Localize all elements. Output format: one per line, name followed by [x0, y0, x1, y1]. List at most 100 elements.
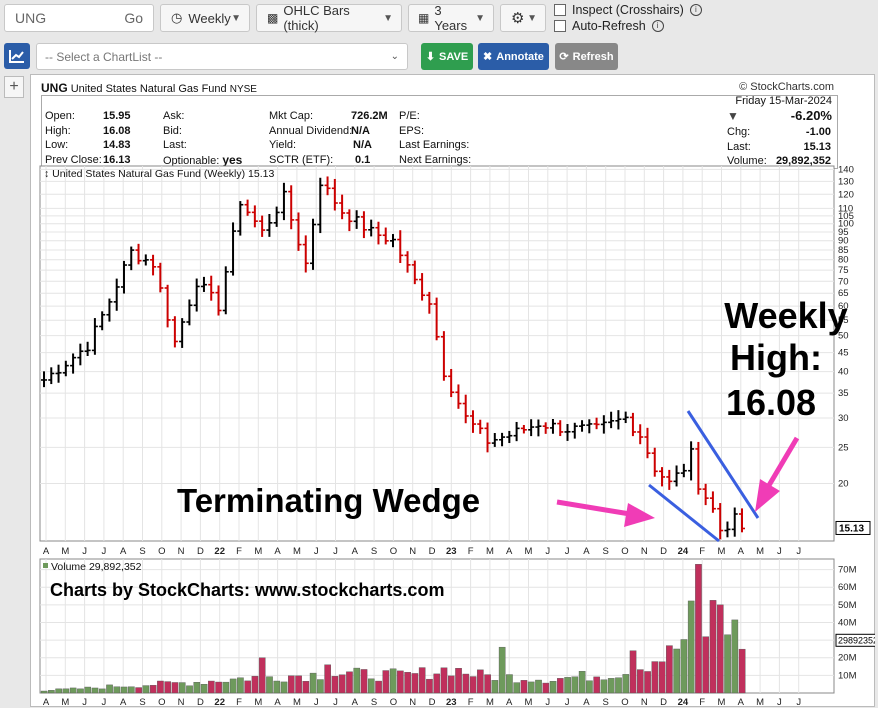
- chart-svg: AAMMJJJJAASSOONNDD2222FFMMAAMMJJJJAASSOO…: [39, 164, 875, 707]
- y-tick-label: 100: [838, 219, 854, 230]
- volume-bar: [571, 676, 579, 694]
- stat-row: Next Earnings:: [399, 153, 472, 166]
- volume-bar: [666, 645, 673, 694]
- volume-bar: [455, 668, 462, 694]
- y-tick-label: 95: [838, 227, 849, 238]
- x-tick-label: A: [352, 546, 359, 557]
- volume-bar: [266, 676, 273, 694]
- x-tick-label: N: [178, 546, 185, 557]
- volume-bar: [84, 686, 92, 694]
- period-select[interactable]: ◷ Weekly ▼: [160, 4, 250, 32]
- inspect-label: Inspect (Crosshairs): [572, 3, 684, 17]
- x-tick-label: M: [61, 546, 69, 557]
- volume-bar: [418, 667, 426, 694]
- x-tick-label: N: [178, 697, 185, 707]
- chart-type-select[interactable]: ▩ OHLC Bars (thick) ▼: [256, 3, 402, 33]
- volume-bar: [498, 646, 506, 694]
- volume-marker-box: [835, 633, 875, 647]
- symbol-input[interactable]: UNG Go: [4, 4, 154, 32]
- volume-bar: [724, 634, 731, 694]
- volume-bar: [360, 669, 368, 694]
- x-tick-label: M: [756, 697, 764, 707]
- volume-bar: [309, 672, 317, 694]
- chartlist-select[interactable]: -- Select a ChartList -- ⌄: [36, 43, 408, 70]
- arrow-head: [755, 479, 780, 512]
- x-tick-label: A: [506, 546, 513, 557]
- volume-panel-title: Volume 29,892,352: [51, 561, 142, 573]
- chartlist-placeholder: -- Select a ChartList --: [45, 49, 163, 64]
- stat-row: Annual Dividend:N/A: [269, 124, 370, 137]
- refresh-icon: ⟳: [559, 51, 569, 63]
- annotation-arrow: [765, 436, 800, 489]
- x-tick-label: O: [390, 697, 397, 707]
- x-tick-label: J: [314, 697, 319, 707]
- stat-row: Ask:: [163, 110, 185, 122]
- volume-bar: [520, 680, 528, 694]
- volume-bar: [658, 661, 666, 694]
- calendar-icon: ▦: [418, 11, 430, 25]
- inspect-checkbox[interactable]: Inspect (Crosshairs) i: [554, 3, 702, 17]
- y-tick-label: 80: [838, 255, 849, 266]
- header-col5: Chg: -1.00 Last: 15.13 Volume: 29,892,352: [727, 125, 831, 169]
- x-tick-label: F: [236, 546, 242, 557]
- x-tick-label: A: [120, 546, 127, 557]
- volume-bar: [673, 648, 680, 694]
- stat-row: Mkt Cap: 726.2M: [269, 110, 388, 122]
- x-tick-label: F: [468, 697, 474, 707]
- volume-bar: [593, 676, 600, 694]
- wedge-lower-trendline: [648, 483, 720, 543]
- x-tick-label: O: [621, 697, 628, 707]
- x-tick-label: F: [699, 697, 705, 707]
- range-select[interactable]: ▦ 3 Years ▼: [408, 3, 494, 33]
- volume-bar: [542, 682, 550, 694]
- x-tick-label: A: [43, 697, 50, 707]
- chartlist-icon-button[interactable]: [4, 43, 30, 69]
- volume-bar: [149, 685, 157, 694]
- info-icon[interactable]: i: [689, 4, 702, 16]
- credit-annotation: Charts by StockCharts: www.stockcharts.c…: [50, 580, 444, 600]
- volume-bar: [331, 676, 339, 694]
- period-value: Weekly: [188, 10, 231, 26]
- volume-bar: [229, 678, 237, 694]
- settings-button[interactable]: ⚙ ▼: [500, 4, 546, 32]
- volume-bar: [389, 668, 397, 694]
- volume-bar: [128, 686, 135, 694]
- tools-icon: ✖: [483, 51, 493, 63]
- volume-bar: [258, 657, 266, 694]
- volume-bar: [106, 684, 113, 694]
- volume-bar: [680, 639, 688, 694]
- x-tick-label: M: [254, 697, 262, 707]
- x-tick-label: 22: [214, 697, 225, 707]
- volume-bar: [200, 684, 208, 694]
- stat-row: P/E:: [399, 110, 420, 122]
- last-price-label: 15.13: [839, 523, 864, 534]
- checkbox-box[interactable]: [554, 20, 566, 32]
- go-button[interactable]: Go: [124, 10, 143, 26]
- refresh-label: Refresh: [572, 50, 614, 63]
- gear-icon: ⚙: [511, 10, 525, 27]
- volume-bar: [69, 687, 77, 694]
- x-tick-label: M: [718, 697, 726, 707]
- refresh-button[interactable]: ⟳ Refresh: [555, 43, 618, 70]
- volume-bar: [477, 669, 484, 694]
- volume-bar: [404, 672, 411, 694]
- add-panel-button[interactable]: +: [4, 76, 24, 98]
- checkbox-box[interactable]: [554, 4, 566, 16]
- volume-bar: [637, 669, 644, 694]
- stat-row: Open: 15.95: [45, 110, 131, 122]
- x-tick-label: M: [756, 546, 764, 557]
- clock-icon: ◷: [171, 10, 183, 25]
- autorefresh-checkbox[interactable]: Auto-Refresh i: [554, 19, 664, 33]
- x-tick-label: D: [429, 546, 436, 557]
- stat-row: Chg: -1.00: [727, 126, 831, 138]
- x-tick-label: M: [486, 546, 494, 557]
- annotate-button[interactable]: ✖ Annotate: [478, 43, 549, 70]
- volume-bar: [302, 681, 310, 694]
- date-line: Friday 15-Mar-2024: [735, 95, 832, 107]
- volume-tick-label: 50M: [838, 600, 857, 611]
- save-button[interactable]: ⬇ SAVE: [421, 43, 473, 70]
- x-tick-label: J: [102, 697, 107, 707]
- x-tick-label: 24: [678, 697, 689, 707]
- info-icon[interactable]: i: [651, 20, 664, 32]
- x-tick-label: S: [139, 546, 145, 557]
